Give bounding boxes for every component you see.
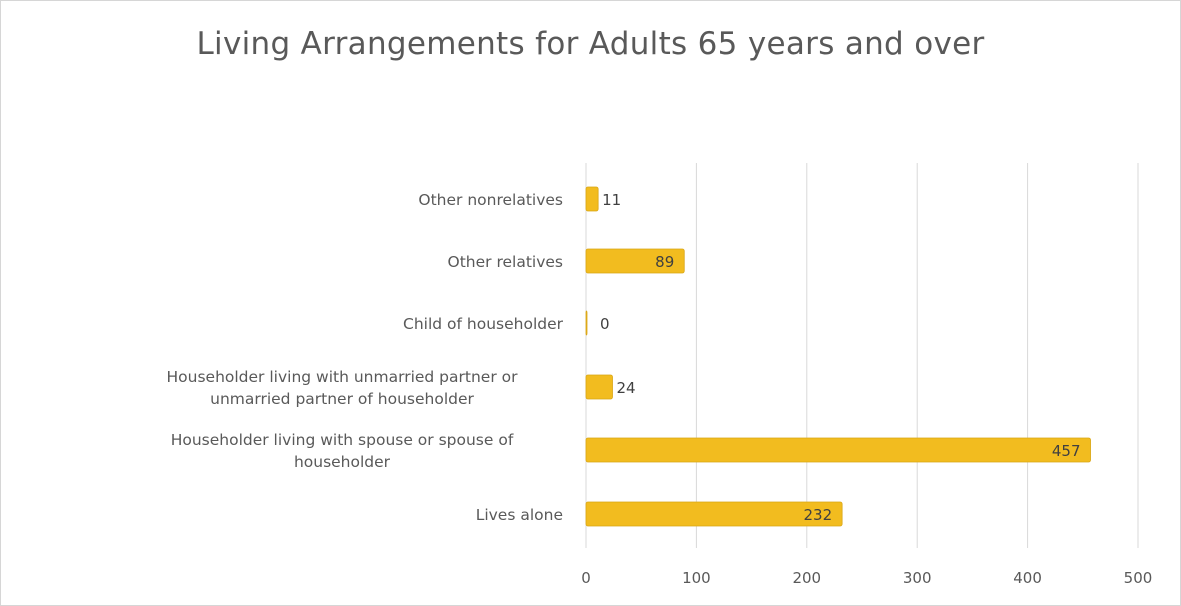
category-label-line: householder <box>294 453 391 471</box>
x-tick-label: 300 <box>903 569 932 587</box>
category-label: Lives alone <box>476 506 563 524</box>
data-label: 457 <box>1052 442 1081 460</box>
data-label: 24 <box>616 379 635 397</box>
bar <box>585 437 1091 463</box>
category-label: Householder living with unmarried partne… <box>167 368 519 408</box>
category-label: Householder living with spouse or spouse… <box>171 431 514 471</box>
category-label-line: unmarried partner of householder <box>210 390 474 408</box>
data-label: 11 <box>602 191 621 209</box>
bar <box>585 186 599 212</box>
category-label: Other nonrelatives <box>418 191 563 209</box>
x-tick-label: 400 <box>1013 569 1042 587</box>
bar <box>585 501 843 527</box>
x-tick-label: 100 <box>682 569 711 587</box>
bar <box>585 374 613 400</box>
data-label: 232 <box>803 506 832 524</box>
x-tick-label: 200 <box>792 569 821 587</box>
x-tick-label: 500 <box>1124 569 1153 587</box>
category-label-line: Householder living with unmarried partne… <box>167 368 519 386</box>
bar <box>585 310 588 336</box>
x-tick-label: 0 <box>581 569 591 587</box>
category-label: Child of householder <box>403 315 564 333</box>
chart-title: Living Arrangements for Adults 65 years … <box>196 26 985 62</box>
category-label-line: Householder living with spouse or spouse… <box>171 431 514 449</box>
data-label: 89 <box>655 253 674 271</box>
bar <box>585 248 685 274</box>
data-label: 0 <box>600 315 610 333</box>
category-label: Other relatives <box>448 253 563 271</box>
